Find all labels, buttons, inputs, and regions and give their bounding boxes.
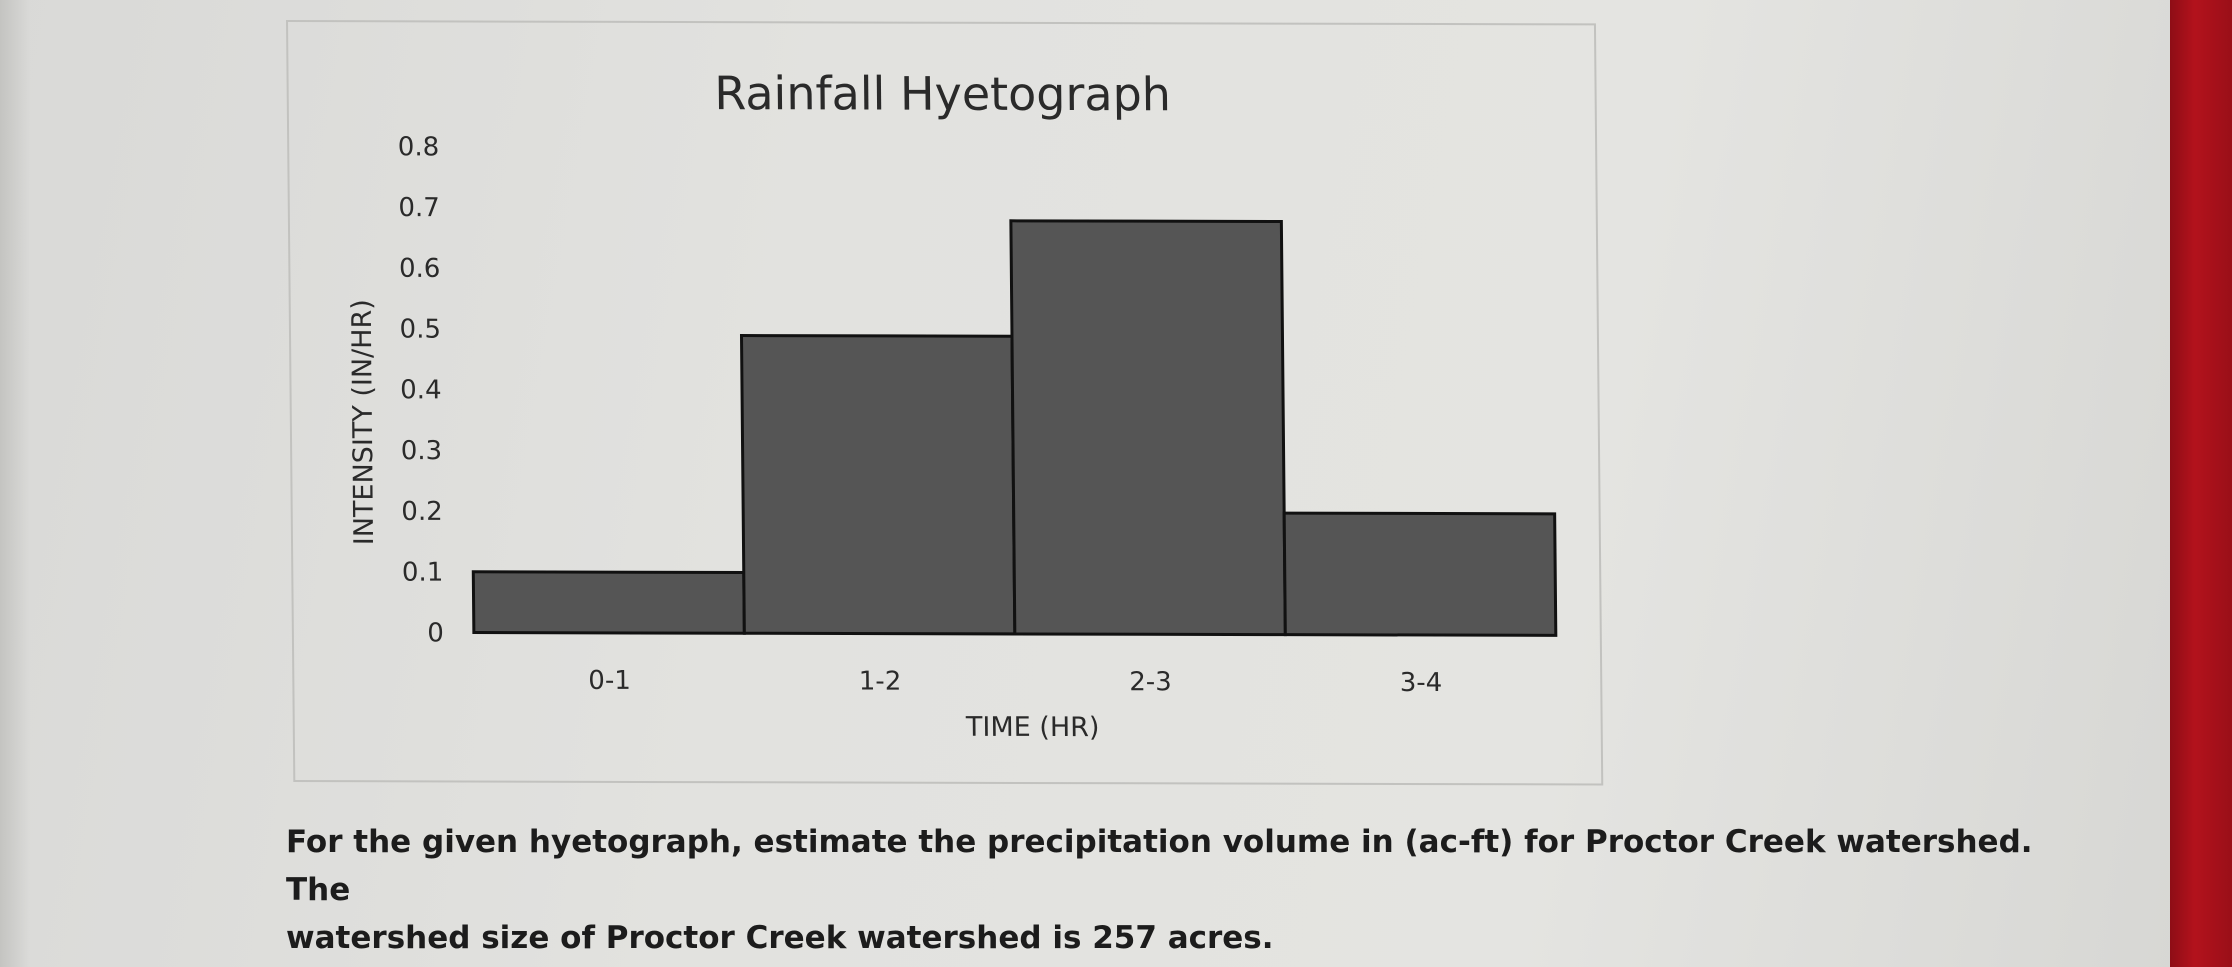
red-background-edge [2170,0,2232,967]
y-tick-label: 0.2 [401,497,443,527]
bar-2-3 [1009,219,1287,637]
x-axis-ticks: 0-1 1-2 2-3 3-4 [588,666,1442,698]
bar-1-2 [739,334,1017,636]
page-shadow [0,0,30,967]
question-text: For the given hyetograph, estimate the p… [286,818,2046,962]
y-tick-label: 0.7 [398,193,440,223]
y-axis-label: INTENSITY (IN/HR) [347,299,380,545]
y-tick-label: 0.3 [401,436,443,466]
x-tick-label: 2-3 [1129,667,1172,697]
chart-title: Rainfall Hyetograph [714,66,1171,121]
y-tick-label: 0.4 [400,375,442,405]
y-axis-ticks: 0 0.1 0.2 0.3 0.4 0.5 0.6 0.7 0.8 [398,132,444,648]
chart-frame: Rainfall Hyetograph 0 0.1 0.2 0.3 0.4 0.5 0.6 0… [286,20,1604,786]
bars-group [471,219,1558,637]
y-tick-label: 0.1 [402,558,444,588]
x-tick-label: 1-2 [859,667,902,697]
question-line-2: watershed size of Proctor Creek watershe… [286,920,1274,956]
bar-0-1 [471,570,746,635]
y-tick-label: 0.6 [399,254,441,284]
y-tick-label: 0 [427,618,444,648]
y-tick-label: 0.8 [398,132,440,162]
y-tick-label: 0.5 [399,315,441,345]
bar-3-4 [1282,511,1558,637]
x-tick-label: 0-1 [588,666,631,696]
x-tick-label: 3-4 [1400,668,1443,698]
hyetograph-chart: Rainfall Hyetograph 00.10.20.30.40.50.60… [347,66,1558,743]
x-axis-label: TIME (HR) [965,712,1100,743]
question-line-1: For the given hyetograph, estimate the p… [286,824,2033,908]
